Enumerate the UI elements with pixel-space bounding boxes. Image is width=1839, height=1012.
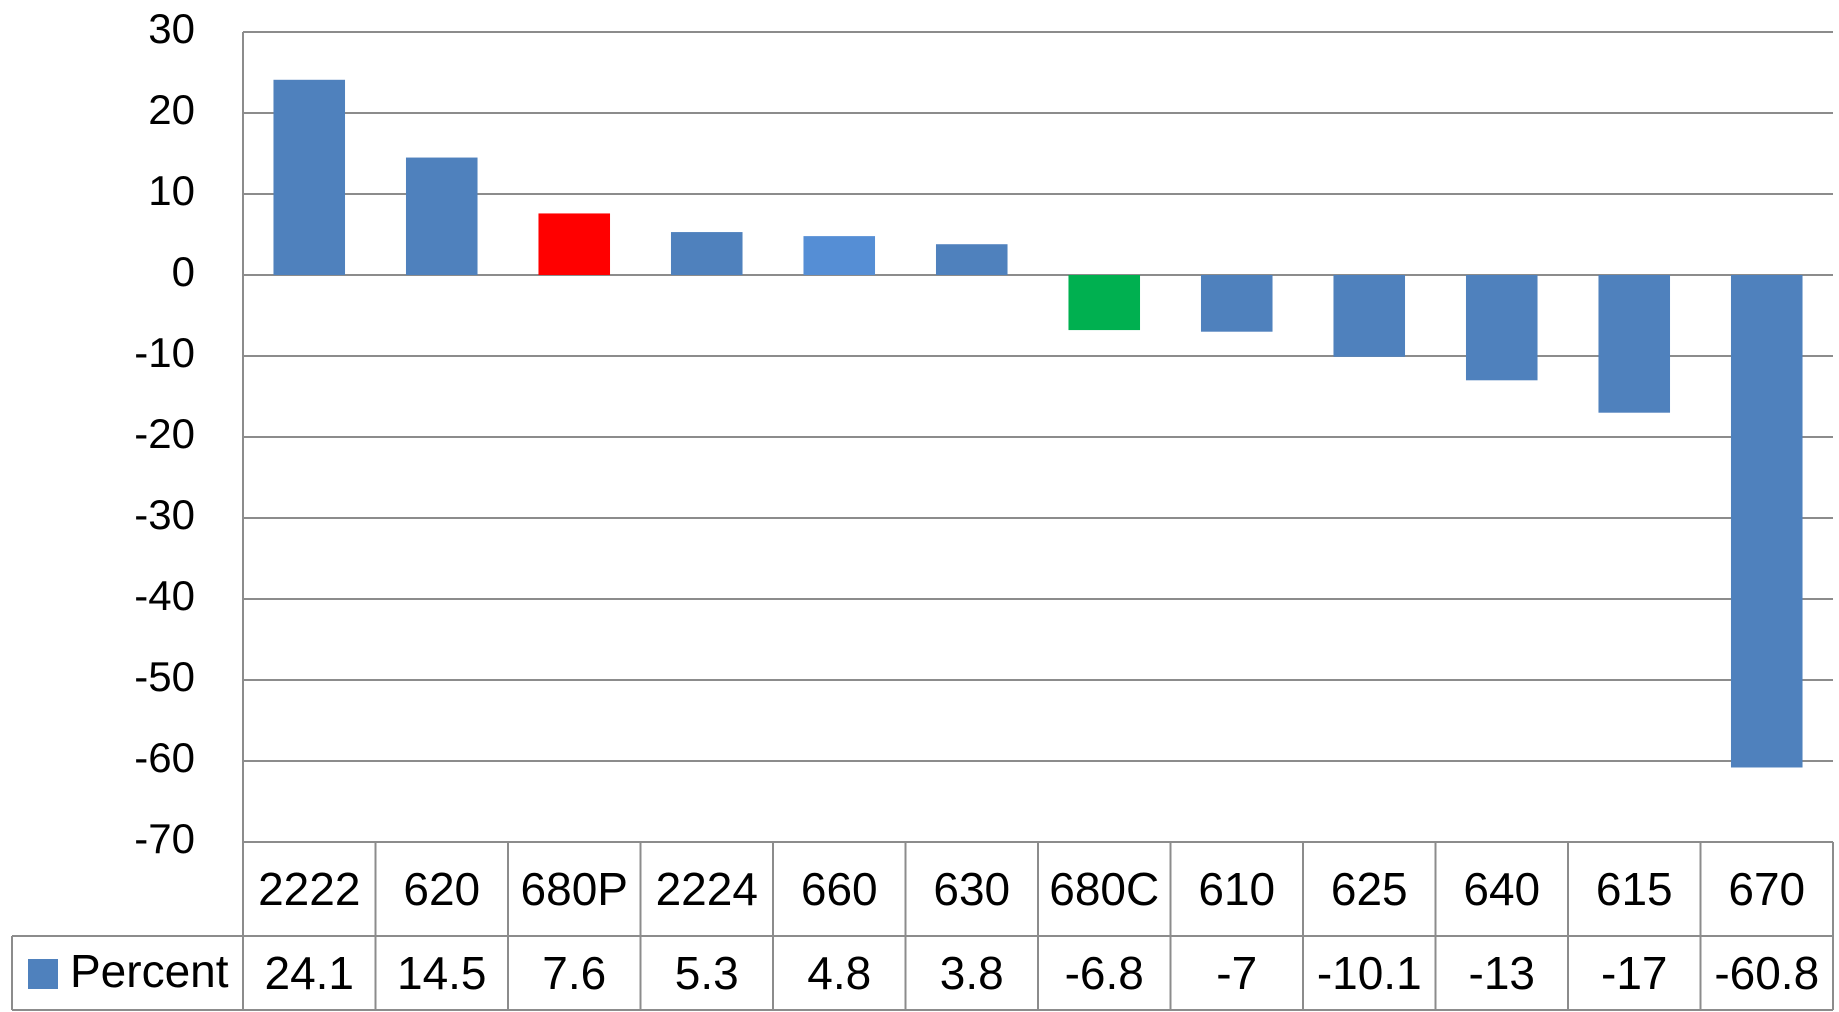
y-tick-label: -70 xyxy=(134,815,195,862)
table-value: 7.6 xyxy=(542,947,606,999)
bar xyxy=(1200,275,1273,332)
table-value: -13 xyxy=(1469,947,1535,999)
y-tick-label: 30 xyxy=(148,5,195,52)
x-tick-label: 670 xyxy=(1728,863,1805,915)
table-value: -60.8 xyxy=(1714,947,1819,999)
bar xyxy=(405,157,478,275)
bar xyxy=(273,79,346,275)
x-tick-label: 625 xyxy=(1331,863,1408,915)
bar xyxy=(935,244,1008,275)
bar xyxy=(803,236,876,275)
x-tick-label: 640 xyxy=(1463,863,1540,915)
table-value: -6.8 xyxy=(1065,947,1144,999)
y-tick-label: 0 xyxy=(172,248,195,295)
y-tick-label: -10 xyxy=(134,329,195,376)
x-tick-label: 680C xyxy=(1049,863,1159,915)
table-value: -7 xyxy=(1216,947,1257,999)
x-tick-label: 680P xyxy=(521,863,628,915)
x-tick-label: 610 xyxy=(1198,863,1275,915)
x-tick-label: 2224 xyxy=(656,863,758,915)
x-tick-label: 620 xyxy=(403,863,480,915)
table-value: 14.5 xyxy=(397,947,487,999)
table-value: 3.8 xyxy=(940,947,1004,999)
x-tick-label: 615 xyxy=(1596,863,1673,915)
bar xyxy=(1333,275,1406,357)
bar xyxy=(1068,275,1141,331)
y-tick-label: -30 xyxy=(134,491,195,538)
bar xyxy=(1730,275,1803,768)
y-tick-label: -60 xyxy=(134,734,195,781)
y-tick-label: 20 xyxy=(148,86,195,133)
x-tick-label: 660 xyxy=(801,863,878,915)
y-tick-label: -50 xyxy=(134,653,195,700)
bar xyxy=(538,213,611,275)
bar xyxy=(1598,275,1671,413)
legend-swatch xyxy=(28,959,58,989)
y-tick-label: -20 xyxy=(134,410,195,457)
x-tick-label: 630 xyxy=(933,863,1010,915)
y-tick-label: -40 xyxy=(134,572,195,619)
table-value: -10.1 xyxy=(1317,947,1422,999)
table-value: 24.1 xyxy=(264,947,354,999)
bar xyxy=(1465,275,1538,381)
legend-label: Percent xyxy=(70,945,229,997)
x-tick-label: 2222 xyxy=(258,863,360,915)
table-value: -17 xyxy=(1601,947,1667,999)
table-value: 5.3 xyxy=(675,947,739,999)
bar xyxy=(670,232,743,275)
y-tick-label: 10 xyxy=(148,167,195,214)
table-value: 4.8 xyxy=(807,947,871,999)
